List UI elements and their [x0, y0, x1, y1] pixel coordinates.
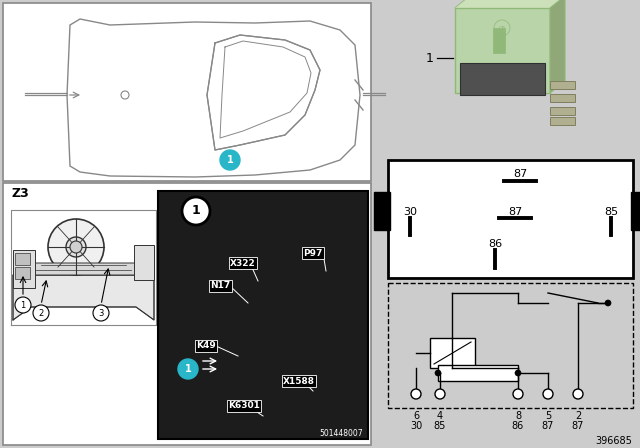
Circle shape [93, 305, 109, 321]
Text: 4: 4 [437, 411, 443, 421]
Circle shape [220, 150, 240, 170]
Bar [15, 253, 30, 265]
Text: 5: 5 [545, 411, 551, 421]
Circle shape [435, 370, 441, 376]
Text: 86: 86 [488, 239, 502, 249]
Bar [430, 338, 475, 368]
Text: Z3: Z3 [11, 187, 29, 200]
Polygon shape [13, 275, 154, 320]
Polygon shape [207, 35, 320, 150]
Text: 2: 2 [575, 411, 581, 421]
Text: 2: 2 [38, 309, 44, 318]
Text: 3: 3 [99, 309, 104, 318]
Bar [134, 245, 154, 280]
Circle shape [182, 197, 210, 225]
Text: 6: 6 [413, 411, 419, 421]
Text: 1: 1 [191, 204, 200, 217]
Circle shape [411, 389, 421, 399]
Circle shape [48, 219, 104, 275]
Text: N17: N17 [210, 281, 230, 290]
Text: 85: 85 [434, 421, 446, 431]
Circle shape [70, 241, 82, 253]
Text: 1: 1 [227, 155, 234, 165]
Circle shape [573, 389, 583, 399]
Bar [550, 107, 575, 115]
Text: P97: P97 [303, 249, 323, 258]
Circle shape [178, 359, 198, 379]
Bar [388, 283, 633, 408]
Circle shape [121, 91, 129, 99]
Circle shape [605, 300, 611, 306]
Bar [158, 191, 368, 439]
Circle shape [66, 237, 86, 257]
Polygon shape [13, 263, 154, 275]
Text: 85: 85 [604, 207, 618, 217]
Text: 1: 1 [184, 364, 191, 374]
Circle shape [33, 305, 49, 321]
Text: 1: 1 [20, 301, 26, 310]
Circle shape [515, 370, 521, 376]
Text: 8: 8 [515, 411, 521, 421]
Bar [374, 192, 390, 230]
Text: 87: 87 [513, 169, 527, 179]
Bar [631, 192, 640, 230]
Text: K6301: K6301 [228, 401, 260, 410]
Bar [13, 250, 35, 288]
Bar [388, 283, 633, 408]
Bar [3, 3, 371, 181]
Circle shape [513, 389, 523, 399]
Text: 501448007: 501448007 [319, 428, 363, 438]
Text: CE: CE [499, 26, 506, 30]
Text: K49: K49 [196, 341, 216, 350]
Text: 87: 87 [542, 421, 554, 431]
Bar [493, 28, 505, 53]
Text: 30: 30 [403, 207, 417, 217]
Bar [15, 267, 30, 279]
Text: X322: X322 [230, 258, 256, 267]
Text: 86: 86 [512, 421, 524, 431]
Text: 396685: 396685 [595, 436, 632, 446]
Circle shape [435, 389, 445, 399]
Bar [3, 183, 371, 445]
Bar [455, 8, 550, 93]
Circle shape [15, 297, 31, 313]
Bar [438, 365, 518, 381]
Bar [460, 63, 545, 95]
Text: 87: 87 [508, 207, 522, 217]
Text: X1588: X1588 [283, 376, 315, 385]
Polygon shape [455, 0, 565, 8]
Text: 1: 1 [426, 52, 434, 65]
Bar [550, 117, 575, 125]
Bar [550, 81, 575, 89]
Polygon shape [455, 0, 565, 8]
Polygon shape [550, 0, 565, 93]
Bar [550, 94, 575, 102]
Circle shape [543, 389, 553, 399]
Text: 30: 30 [410, 421, 422, 431]
Text: 87: 87 [572, 421, 584, 431]
Bar [388, 160, 633, 278]
Polygon shape [67, 19, 360, 177]
